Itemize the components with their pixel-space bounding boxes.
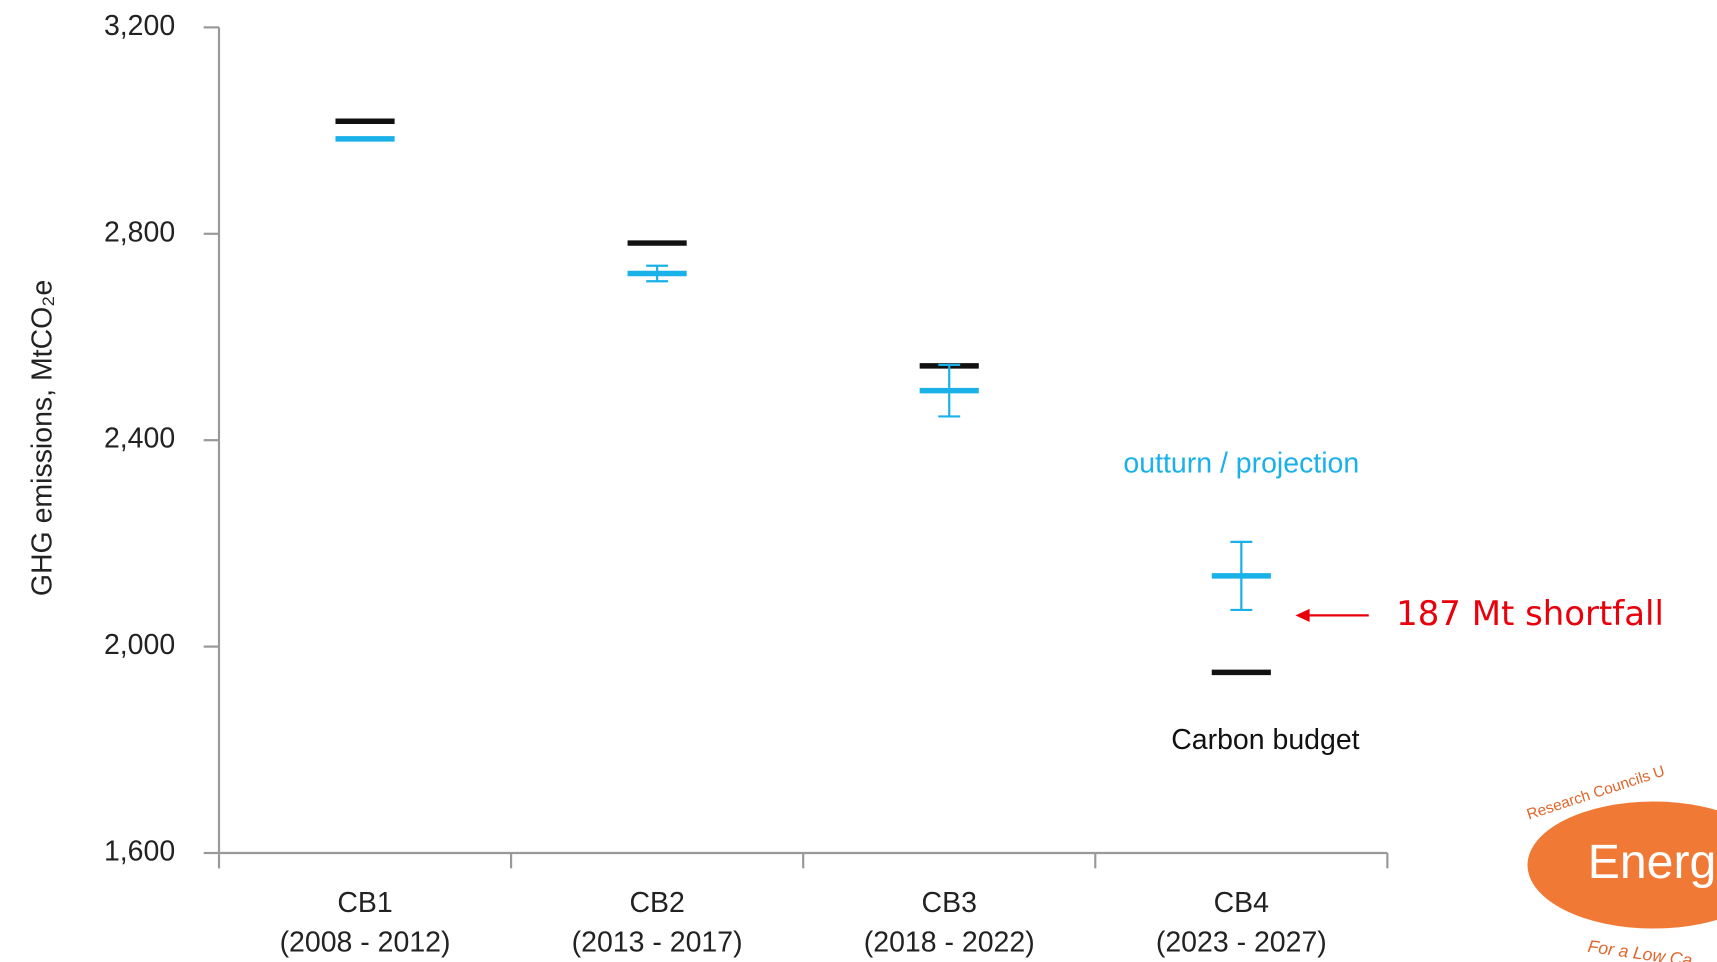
logo-bottom: For a Low Ca <box>1587 936 1694 962</box>
annotation: 187 Mt shortfall <box>1396 594 1664 634</box>
x-tick-label: (2018 - 2022) <box>864 926 1035 958</box>
annotation-arrowhead <box>1295 608 1310 622</box>
x-tick-label: (2008 - 2012) <box>280 926 451 958</box>
x-tick-label: CB2 <box>629 887 684 919</box>
x-tick-label: (2013 - 2017) <box>572 926 743 958</box>
series-label: Carbon budget <box>1171 724 1359 756</box>
y-tick-label: 2,400 <box>104 423 175 455</box>
series-label: outturn / projection <box>1123 448 1359 480</box>
y-tick-label: 2,800 <box>104 216 175 248</box>
logo-main: Energ <box>1588 835 1717 889</box>
y-tick-label: 3,200 <box>104 10 175 42</box>
x-tick-label: (2023 - 2027) <box>1156 926 1327 958</box>
x-tick-label: CB1 <box>337 887 392 919</box>
x-tick-label: CB3 <box>922 887 977 919</box>
logo: Research Councils U Energ For a Low Ca <box>1525 763 1717 962</box>
y-axis-label: GHG emissions, MtCO₂e <box>26 280 58 596</box>
logo-shape <box>1527 801 1717 929</box>
plot: GHG emissions, MtCO₂e Research Councils … <box>26 10 1717 962</box>
x-tick-label: CB4 <box>1214 887 1269 919</box>
y-tick-label: 2,000 <box>104 629 175 661</box>
y-tick-label: 1,600 <box>104 836 175 868</box>
